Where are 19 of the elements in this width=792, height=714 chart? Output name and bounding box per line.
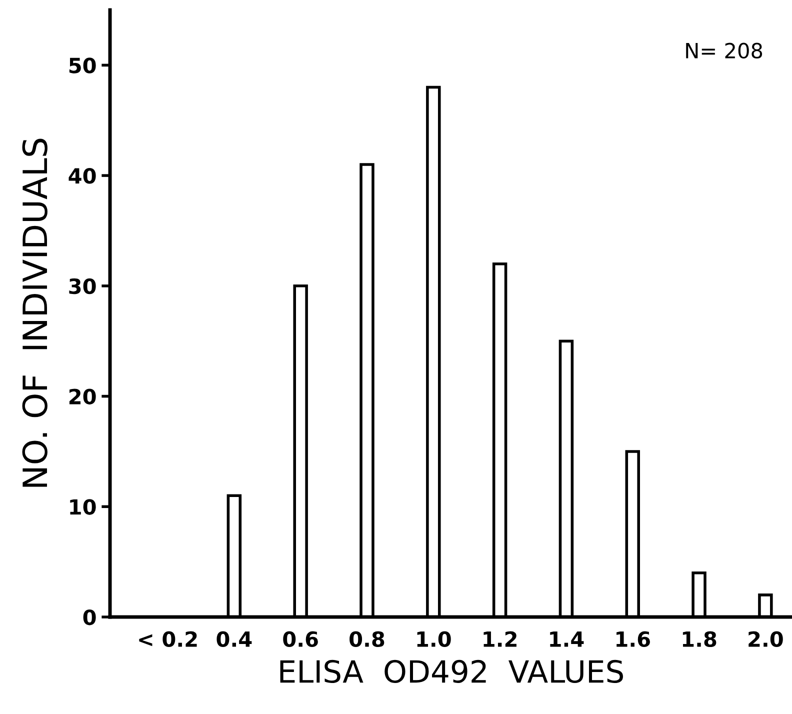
x-tick-label: 0.8 xyxy=(350,631,384,648)
x-tick-label: 2.0 xyxy=(748,631,783,648)
y-tick-label: 50 xyxy=(69,58,96,74)
x-tick-label: 1.4 xyxy=(550,632,584,647)
y-tick-label: 30 xyxy=(69,278,96,294)
x-tick-label: 0.6 xyxy=(283,631,318,648)
y-tick-label: 40 xyxy=(68,168,96,184)
y-tick-label: 10 xyxy=(70,499,96,515)
annotation: N= 208 xyxy=(686,42,762,59)
x-axis-title: ELISA OD492 VALUES xyxy=(280,660,623,684)
x-tick-label: 1.0 xyxy=(417,631,451,648)
x-tick-label: < 0.2 xyxy=(139,631,197,648)
x-tick-label: 1.6 xyxy=(616,631,650,648)
x-tick-label: 0.4 xyxy=(216,631,252,648)
x-tick-label: 1.8 xyxy=(682,631,716,648)
y-tick-label: 0 xyxy=(83,609,96,626)
y-axis-title: NO. OF INDIVIDUALS xyxy=(22,138,48,487)
x-tick-label: 1.2 xyxy=(484,631,516,647)
y-tick-label: 20 xyxy=(69,388,96,404)
